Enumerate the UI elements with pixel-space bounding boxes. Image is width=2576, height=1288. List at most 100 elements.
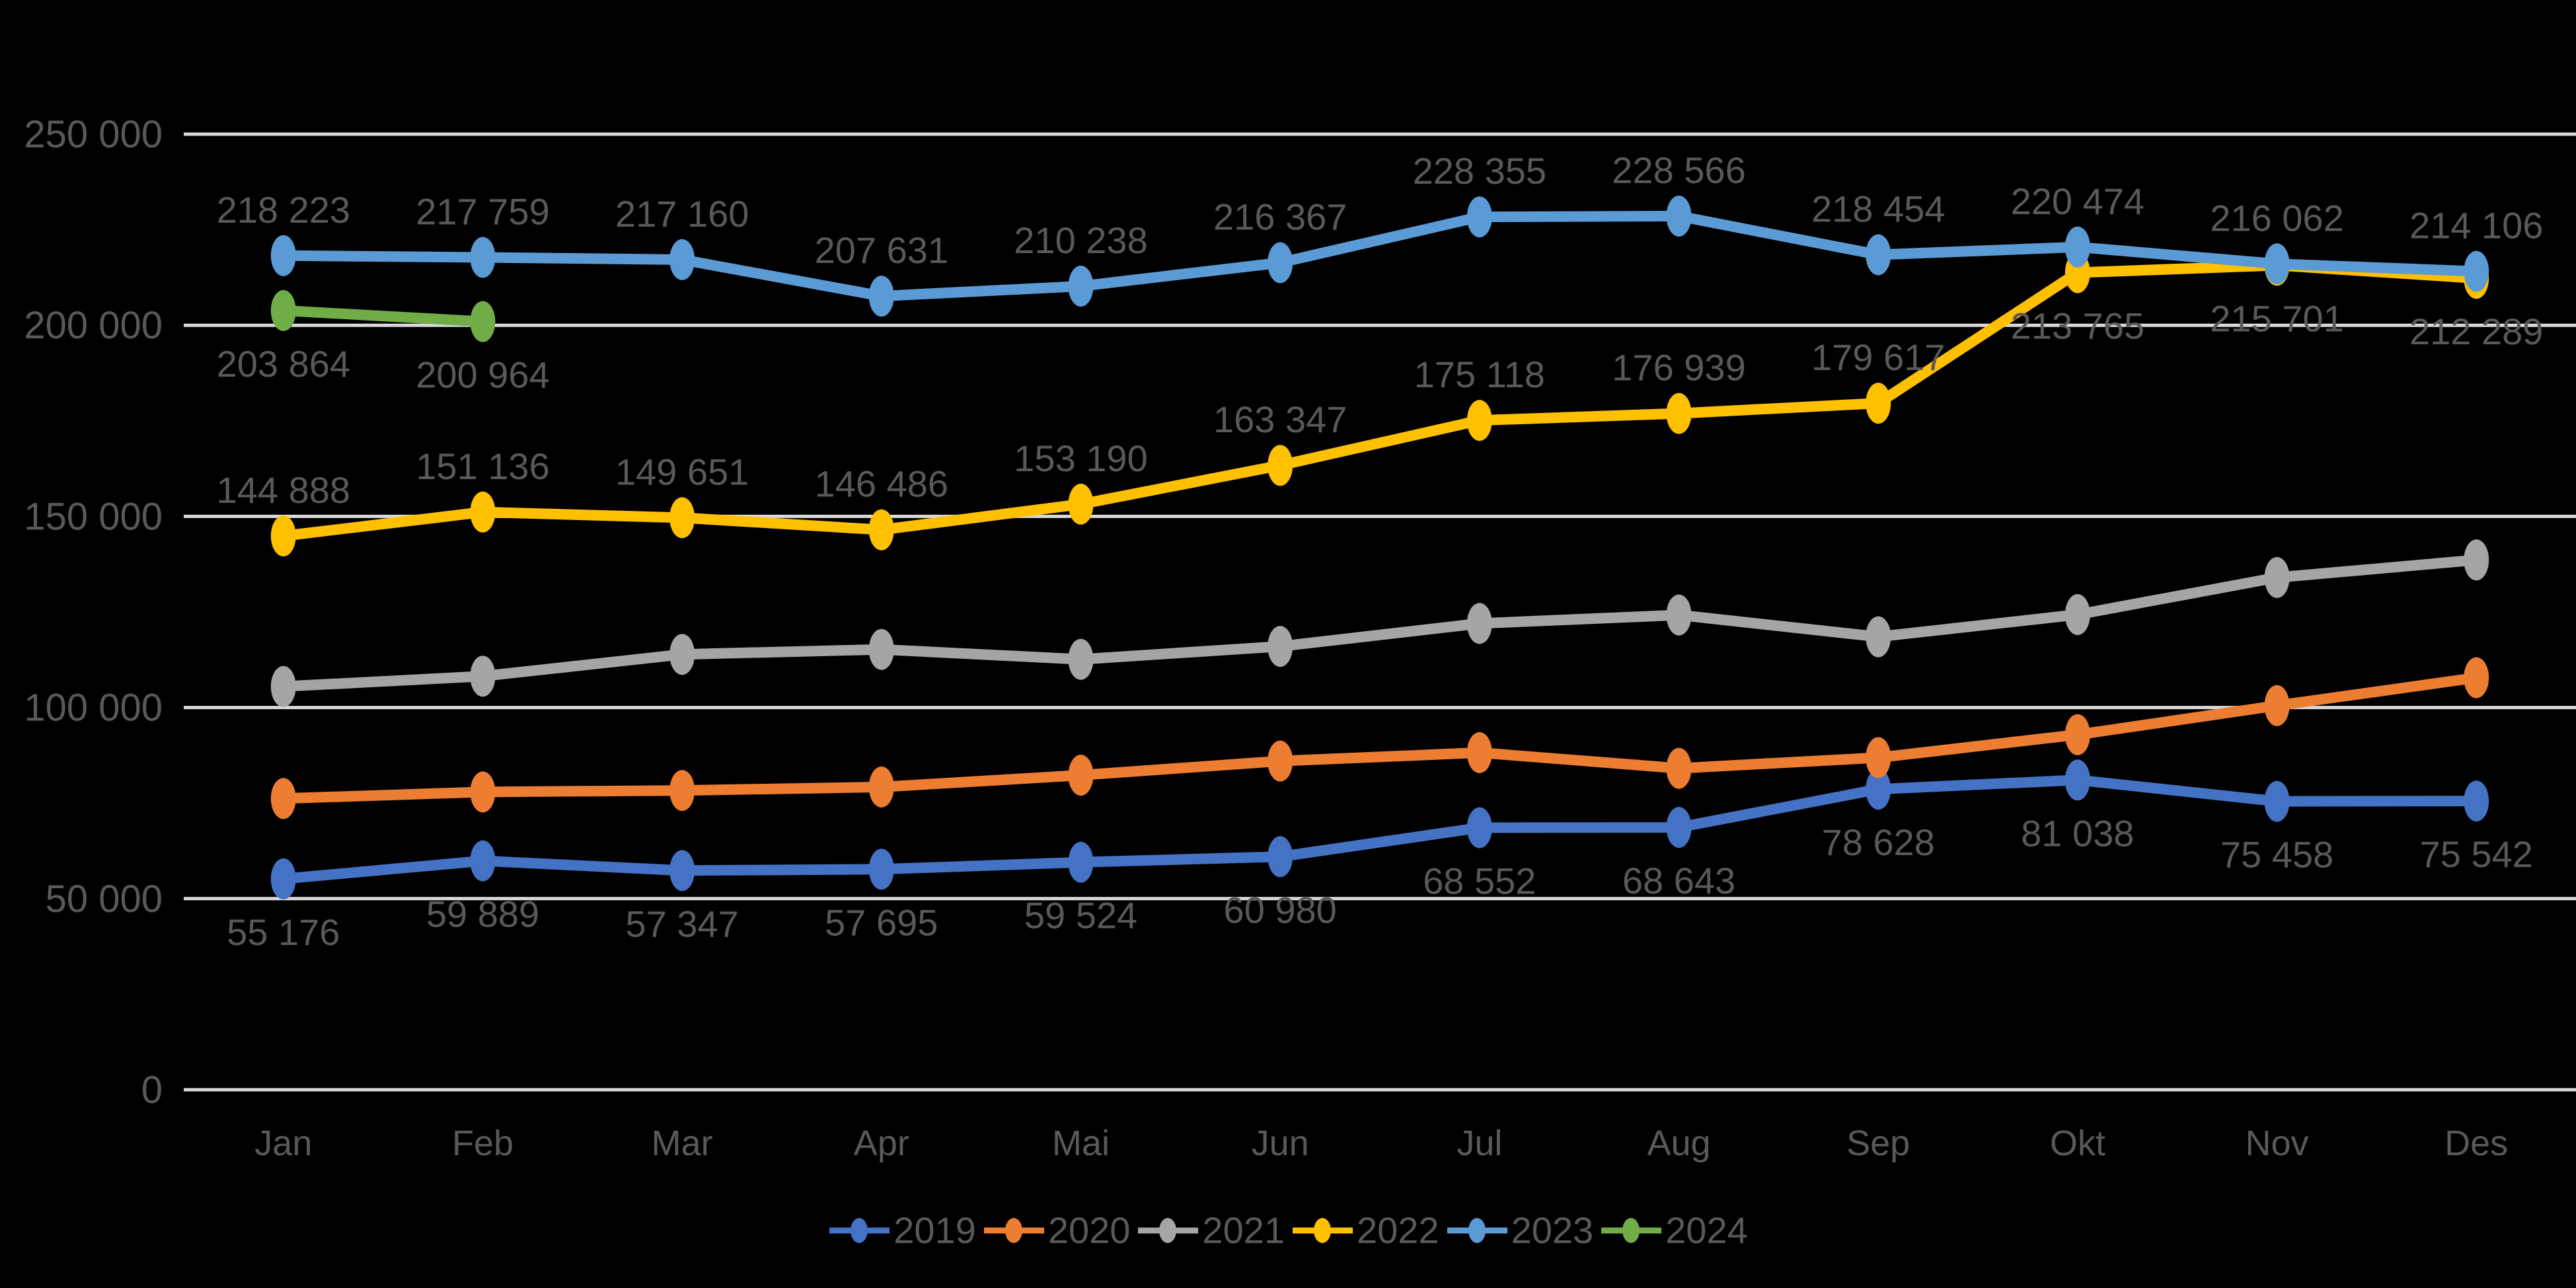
data-point-marker-2022 [1268,445,1293,486]
data-label-2019: 75 458 [2220,834,2333,876]
data-label-2023: 210 238 [1014,219,1147,261]
data-label-2019: 59 889 [426,893,539,935]
series-line-2019 [278,775,2482,884]
legend-label: 2019 [893,1209,976,1251]
data-point-marker-2023 [1068,266,1094,307]
chart-legend: 2019 2020 2021 2022 2023 2024 [0,1205,2576,1256]
data-point-marker-2020 [1666,747,1692,789]
data-label-2023: 220 474 [2011,180,2144,222]
data-point-marker-2022 [868,509,894,550]
legend-point-icon [1314,1218,1331,1243]
data-point-marker-2019 [2464,780,2489,822]
legend-label: 2024 [1665,1209,1748,1251]
data-point-marker-2019 [2264,780,2290,822]
data-point-marker-2021 [470,656,496,697]
legend-label: 2022 [1357,1209,1439,1251]
data-label-2022: 176 939 [1612,347,1745,389]
data-label-2019: 60 980 [1224,889,1337,930]
data-point-marker-2023 [470,237,496,278]
data-label-2019: 55 176 [227,911,340,953]
data-point-marker-2023 [1268,242,1293,284]
data-point-marker-2022 [270,515,296,556]
legend-item-2021: 2021 [1137,1212,1285,1249]
data-point-marker-2022 [1866,383,1891,424]
data-label-2022: 212 289 [2409,311,2543,352]
data-label-2023: 217 759 [416,191,549,233]
data-point-marker-2021 [270,665,296,707]
series-line-2021 [278,554,2482,692]
data-point-marker-2020 [1268,740,1293,782]
data-label-2019: 59 524 [1024,895,1137,936]
data-label-2023: 214 106 [2409,205,2543,246]
data-point-marker-2021 [1466,603,1492,644]
legend-point-icon [1468,1218,1486,1243]
data-label-2022: 215 701 [2210,297,2343,339]
data-label-2019: 68 643 [1622,860,1735,901]
x-axis-label: Sep [1846,1123,1910,1163]
data-point-marker-2023 [1866,234,1891,276]
data-label-2023: 228 566 [1612,149,1745,191]
data-label-2023: 216 062 [2210,197,2343,239]
data-point-marker-2022 [1466,400,1492,441]
data-point-marker-2020 [470,771,496,813]
data-point-marker-2019 [270,858,296,899]
y-axis-tick-label: 250 000 [24,113,163,156]
x-axis-label: Des [2444,1123,2508,1163]
data-point-marker-2022 [1068,483,1094,525]
data-label-2023: 216 367 [1213,196,1347,238]
data-label-2022: 144 888 [217,469,350,511]
data-point-marker-2019 [1666,807,1692,848]
data-point-marker-2021 [1068,638,1094,680]
series-line-2024 [278,305,488,327]
data-label-2022: 149 651 [615,451,749,492]
data-point-marker-2023 [2464,250,2489,292]
data-label-2022: 175 118 [1414,354,1545,395]
x-axis-label: Aug [1647,1123,1710,1163]
legend-line-marker-icon [1601,1218,1662,1243]
data-label-2023: 218 454 [1811,188,1945,230]
data-label-2024: 203 864 [217,343,350,385]
data-label-2022: 146 486 [815,463,948,505]
legend-label: 2023 [1511,1209,1594,1251]
data-label-2019: 75 542 [2420,833,2533,875]
data-point-marker-2020 [2065,714,2090,755]
data-point-marker-2022 [470,491,496,533]
x-axis-label: Jan [254,1123,312,1163]
data-point-marker-2023 [270,235,296,276]
legend-item-2023: 2023 [1446,1209,1594,1251]
data-point-marker-2021 [1866,616,1891,658]
legend-line-marker-icon [1293,1218,1353,1243]
data-point-marker-2022 [1666,393,1692,434]
legend-point-icon [1004,1218,1022,1243]
legend-point-icon [851,1218,868,1243]
data-point-marker-2021 [868,628,894,670]
data-label-2022: 163 347 [1213,398,1347,440]
series-line-2023 [278,211,2482,302]
x-axis-label: Mar [652,1123,713,1163]
y-axis-tick-label: 100 000 [24,687,163,730]
data-point-marker-2020 [270,778,296,819]
data-label-2019: 57 695 [825,901,938,943]
legend-label: 2021 [1202,1209,1285,1251]
legend-item-2019: 2019 [828,1212,976,1249]
data-point-marker-2020 [1068,755,1094,796]
data-label-2024: 200 964 [416,354,549,396]
x-axis-label: Feb [452,1123,513,1163]
data-point-marker-2019 [669,850,695,891]
data-point-marker-2019 [470,840,496,882]
data-point-marker-2021 [2065,594,2090,635]
data-point-marker-2019 [1866,769,1891,810]
legend-line-marker-icon [1138,1218,1199,1243]
y-axis-tick-label: 150 000 [24,495,163,538]
data-point-marker-2024 [470,301,496,342]
data-point-marker-2020 [868,766,894,808]
series-line-2020 [278,672,2482,804]
legend-label: 2020 [1047,1209,1131,1251]
data-label-2022: 153 190 [1014,437,1147,479]
x-axis-label: Jul [1457,1123,1502,1163]
data-label-2022: 213 765 [2011,305,2144,347]
data-point-marker-2023 [868,276,894,317]
data-point-marker-2023 [1466,196,1492,238]
data-point-marker-2019 [1466,807,1492,849]
